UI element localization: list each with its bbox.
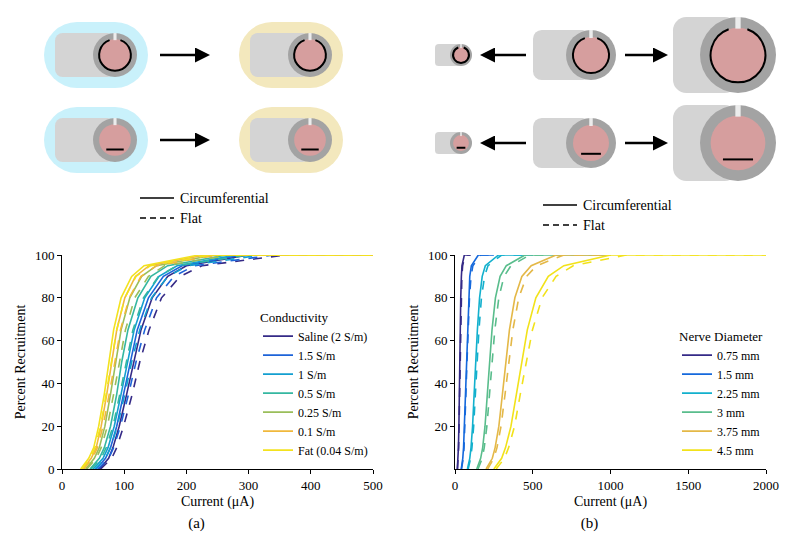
svg-text:2000: 2000 [753,478,779,493]
svg-text:Flat: Flat [180,211,202,226]
html-text:(b): (b) [580,515,599,531]
svg-text:60: 60 [41,333,54,348]
svg-text:300: 300 [239,478,259,493]
svg-text:0.25 S/m: 0.25 S/m [298,406,342,420]
svg-text:1.5 S/m: 1.5 S/m [298,349,336,363]
svg-text:0: 0 [48,462,55,477]
svg-text:Nerve Diameter: Nerve Diameter [679,329,763,344]
svg-text:0.5 S/m: 0.5 S/m [298,387,336,401]
svg-text:Percent Recruitment: Percent Recruitment [13,305,28,420]
svg-text:1.5 mm: 1.5 mm [717,368,754,382]
html-text:(a): (a) [188,515,205,531]
svg-text:1 S/m: 1 S/m [298,368,327,382]
svg-text:0.1 S/m: 0.1 S/m [298,425,336,439]
svg-text:80: 80 [41,290,54,305]
svg-text:2.25 mm: 2.25 mm [717,387,760,401]
svg-text:0.75 mm: 0.75 mm [717,349,760,363]
svg-text:500: 500 [523,478,543,493]
svg-text:400: 400 [301,478,321,493]
svg-text:40: 40 [41,376,54,391]
svg-text:1000: 1000 [598,478,624,493]
svg-text:80: 80 [434,290,447,305]
svg-text:3.75 mm: 3.75 mm [717,425,760,439]
svg-text:4.5 mm: 4.5 mm [717,444,754,458]
svg-text:0: 0 [59,478,66,493]
svg-text:Circumferential: Circumferential [583,198,672,213]
svg-text:500: 500 [363,478,383,493]
svg-text:Percent Recruitment: Percent Recruitment [406,305,421,420]
svg-text:Conductivity: Conductivity [260,310,328,325]
svg-text:0: 0 [452,478,459,493]
svg-text:Current (μA): Current (μA) [181,494,255,510]
svg-text:Flat: Flat [583,218,605,233]
svg-text:Circumferential: Circumferential [180,191,269,206]
svg-text:Saline (2 S/m): Saline (2 S/m) [298,330,367,344]
svg-text:200: 200 [177,478,197,493]
svg-text:Current (μA): Current (μA) [574,494,648,510]
svg-text:Fat (0.04 S/m): Fat (0.04 S/m) [298,444,368,458]
svg-text:1500: 1500 [675,478,701,493]
svg-text:100: 100 [114,478,134,493]
svg-text:40: 40 [434,376,447,391]
svg-text:20: 20 [434,419,447,434]
svg-text:100: 100 [35,248,55,263]
svg-text:3 mm: 3 mm [717,406,745,420]
svg-text:60: 60 [434,333,447,348]
svg-text:100: 100 [428,248,448,263]
svg-text:20: 20 [41,419,54,434]
